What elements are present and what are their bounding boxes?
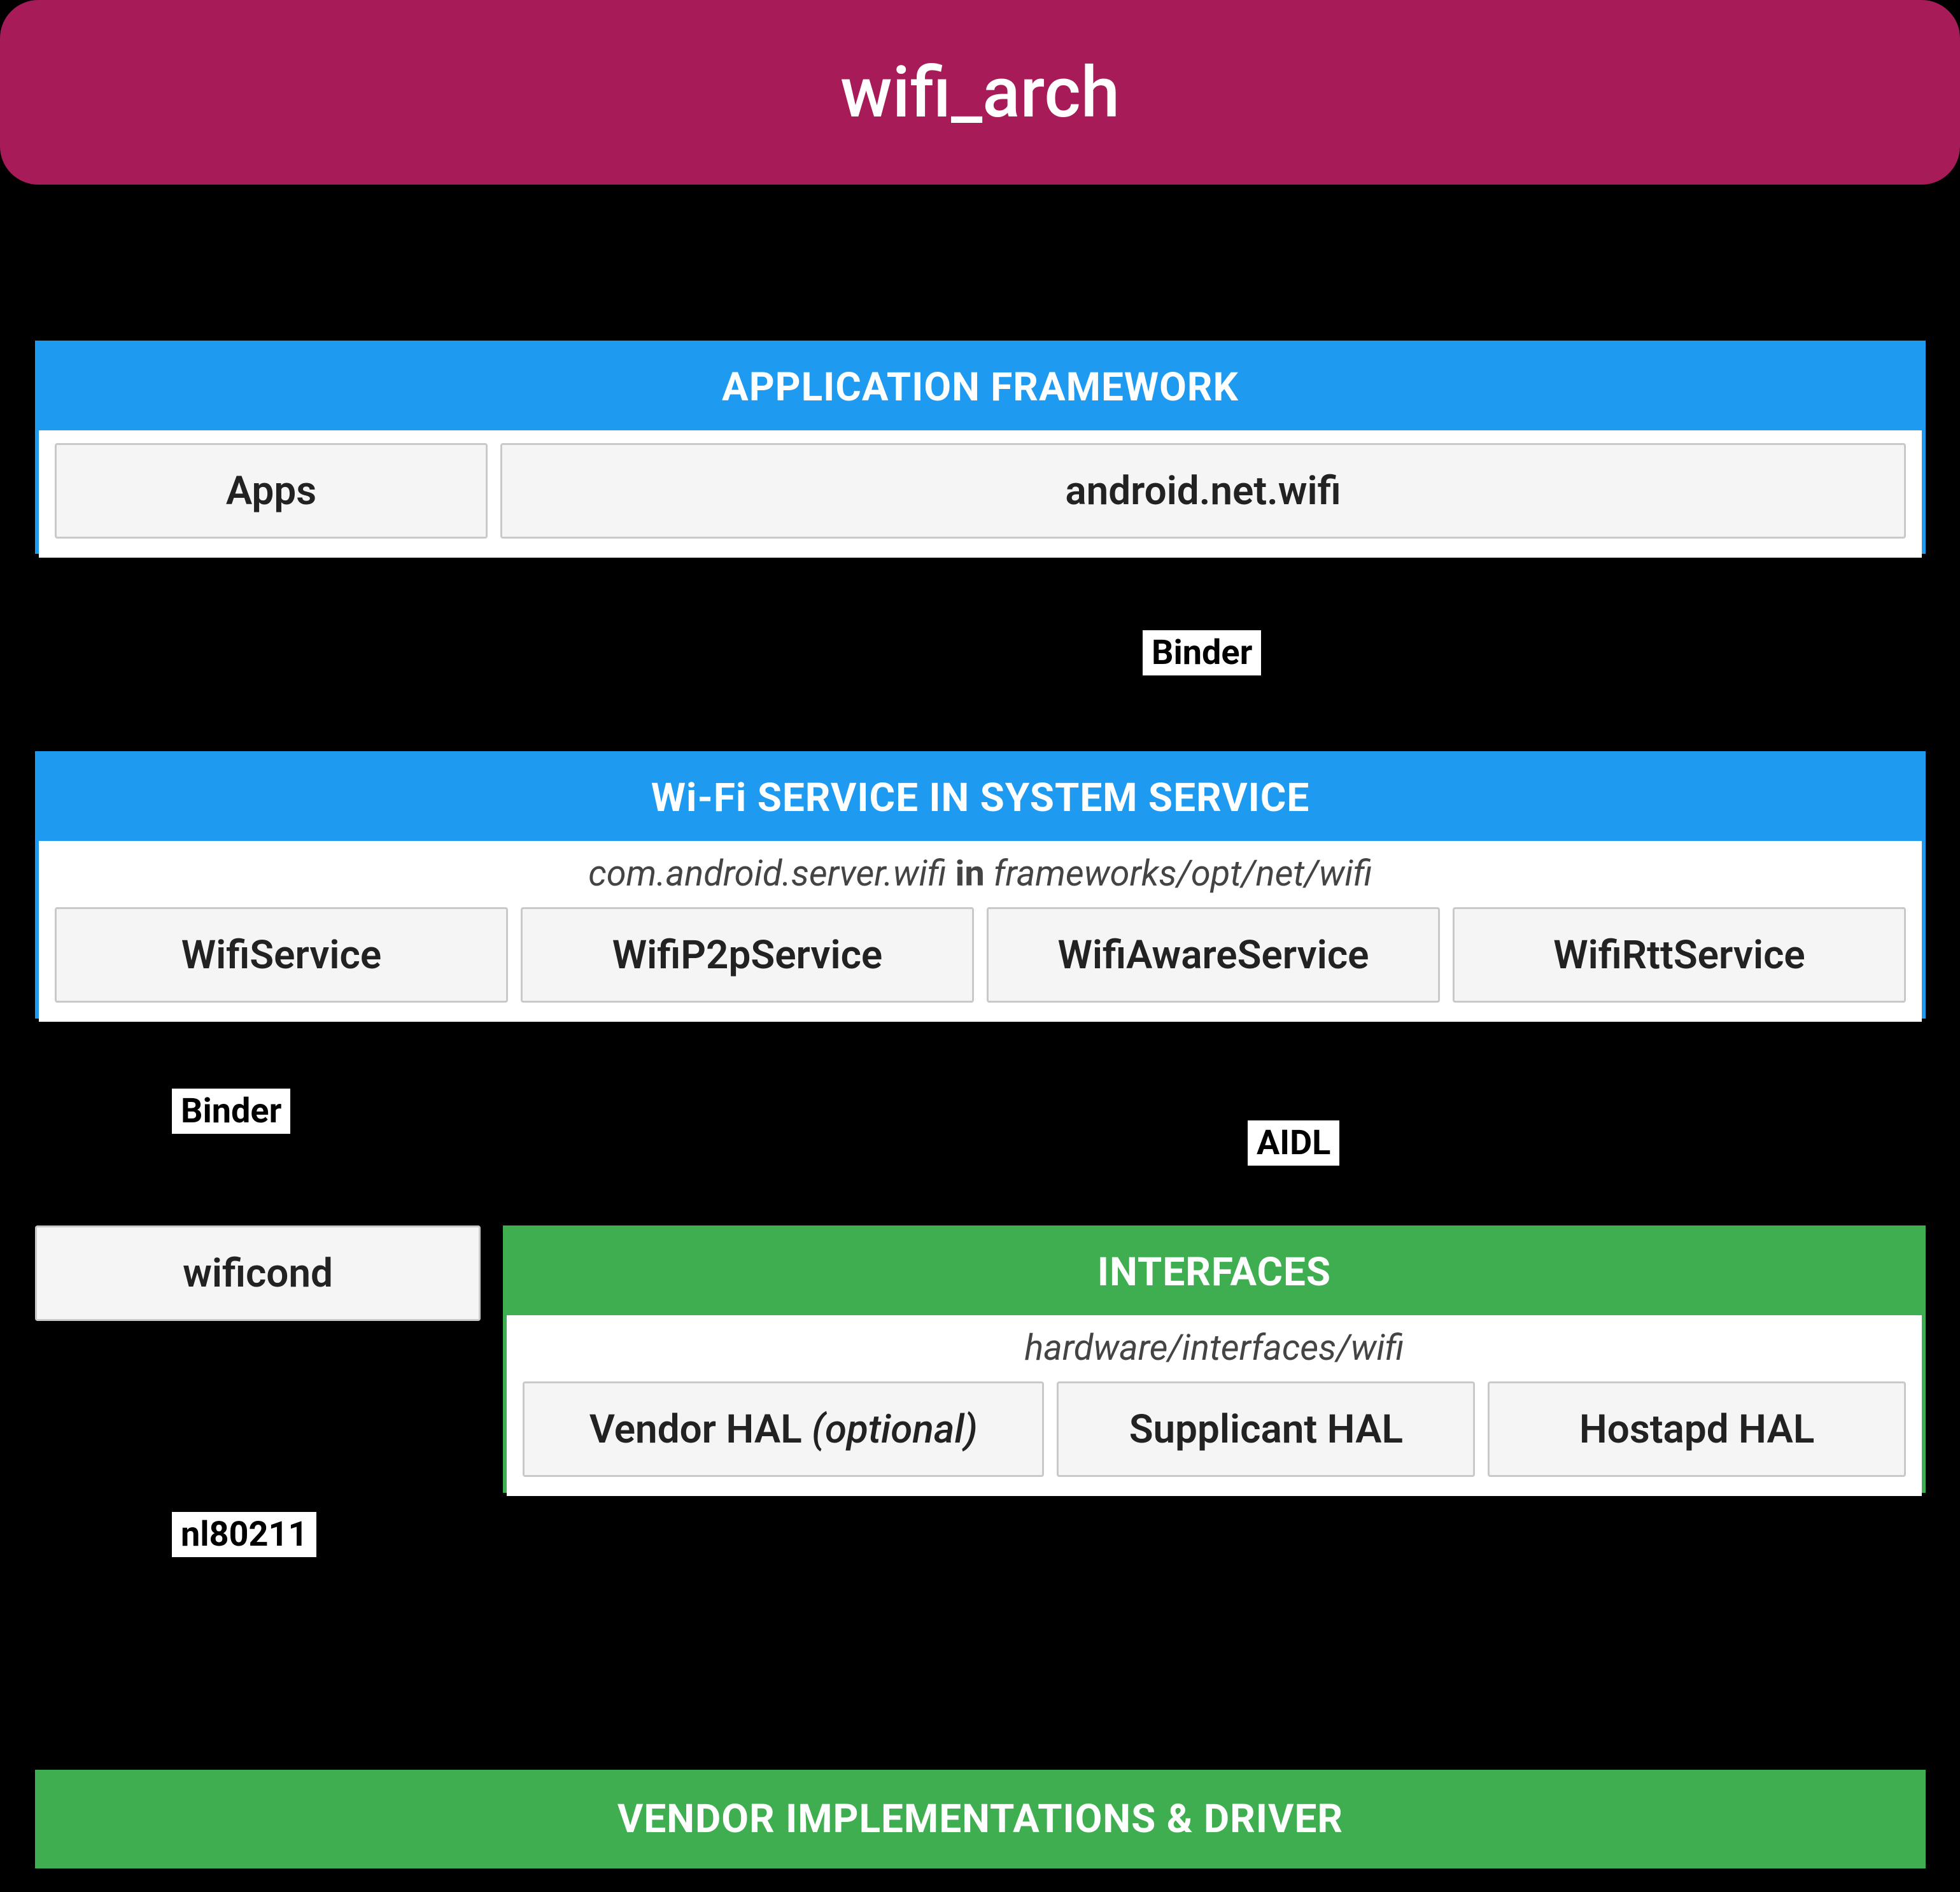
wifi-service-note: com.android.server.wifi in frameworks/op… [39, 841, 1922, 894]
supplicant-hal-box: Supplicant HAL [1057, 1381, 1475, 1477]
nl80211-label: nl80211 [172, 1512, 316, 1557]
vendor-hal-box: Vendor HAL (optional) [523, 1381, 1044, 1477]
vendor-implementations-banner: VENDOR IMPLEMENTATIONS & DRIVER [35, 1770, 1926, 1868]
wifi-service-note-pkg: com.android.server.wifi [588, 852, 947, 894]
wificond-box: wificond [35, 1225, 481, 1321]
wifi-service-note-path: frameworks/opt/net/wifi [994, 852, 1372, 894]
interfaces-layer: INTERFACES hardware/interfaces/wifi Vend… [503, 1225, 1926, 1493]
interfaces-note: hardware/interfaces/wifi [507, 1315, 1922, 1369]
wifi-service-layer: Wi-Fi SERVICE IN SYSTEM SERVICE com.andr… [35, 751, 1926, 1019]
android-net-wifi-box: android.net.wifi [500, 443, 1906, 539]
title-text: wifi_arch [840, 52, 1120, 134]
wifiservice-box: WifiService [55, 907, 508, 1003]
wifip2pservice-box: WifiP2pService [521, 907, 974, 1003]
aidl-label: AIDL [1248, 1120, 1339, 1166]
wifiawareservice-box: WifiAwareService [987, 907, 1440, 1003]
application-framework-header: APPLICATION FRAMEWORK [39, 344, 1922, 430]
interfaces-header: INTERFACES [507, 1229, 1922, 1315]
vendor-hal-suffix: (optional) [812, 1406, 978, 1453]
hostapd-hal-box: Hostapd HAL [1488, 1381, 1906, 1477]
binder-label-top: Binder [1143, 630, 1261, 675]
wifi-service-header: Wi-Fi SERVICE IN SYSTEM SERVICE [39, 755, 1922, 841]
wifi-service-note-in: in [955, 852, 985, 894]
apps-box: Apps [55, 443, 488, 539]
diagram-canvas: wifi_arch APPLICATION FRAMEWORK Apps and… [0, 0, 1960, 1892]
vendor-hal-label: Vendor HAL [589, 1406, 802, 1453]
binder-label-left: Binder [172, 1089, 290, 1134]
wifirttservice-box: WifiRttService [1453, 907, 1906, 1003]
application-framework-layer: APPLICATION FRAMEWORK Apps android.net.w… [35, 341, 1926, 554]
title-banner: wifi_arch [0, 0, 1960, 185]
